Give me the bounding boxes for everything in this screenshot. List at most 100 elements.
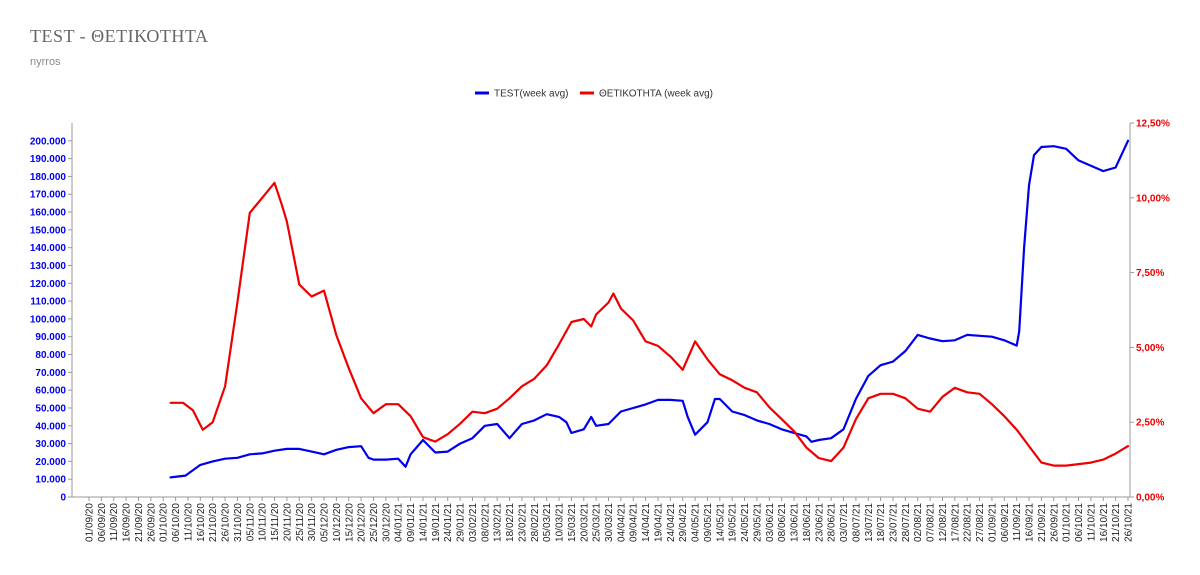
- left-tick-label: 120.000: [30, 279, 67, 290]
- x-tick-label: 10/12/20: [332, 503, 343, 542]
- x-tick-label: 05/11/20: [245, 503, 256, 542]
- x-tick-label: 18/07/21: [876, 503, 887, 542]
- left-tick-label: 90.000: [35, 332, 66, 343]
- x-tick-label: 06/10/21: [1074, 503, 1085, 542]
- x-tick-label: 20/12/20: [357, 503, 368, 542]
- x-tick-label: 12/08/21: [938, 503, 949, 542]
- left-tick-label: 150.000: [30, 225, 67, 236]
- right-tick-label: 12,50%: [1136, 119, 1170, 130]
- x-tick-label: 21/09/20: [134, 503, 145, 542]
- x-tick-label: 23/06/21: [814, 503, 825, 542]
- chart-legend: TEST(week avg) ΘΕΤΙΚΟΤΗΤΑ (week avg): [475, 89, 713, 100]
- x-tick-label: 08/07/21: [851, 503, 862, 542]
- x-tick-label: 14/01/21: [418, 503, 429, 542]
- x-tick-label: 01/09/20: [85, 503, 96, 542]
- chart-title: TEST - ΘΕΤΙΚΟΤΗΤΑ: [30, 26, 209, 46]
- x-tick-label: 05/12/20: [320, 503, 331, 542]
- x-tick-label: 26/10/20: [221, 503, 232, 542]
- x-tick-label: 19/05/21: [728, 503, 739, 542]
- left-tick-label: 110.000: [30, 297, 66, 308]
- x-tick-label: 08/02/21: [480, 503, 491, 542]
- x-tick-label: 23/07/21: [888, 503, 899, 542]
- left-tick-label: 10.000: [35, 475, 66, 486]
- x-tick-label: 20/03/21: [579, 503, 590, 542]
- x-tick-label: 18/06/21: [802, 503, 813, 542]
- x-tick-label: 30/11/20: [307, 503, 318, 542]
- x-tick-label: 11/09/20: [109, 503, 120, 542]
- x-tick-label: 01/09/21: [987, 503, 998, 542]
- right-tick-label: 0,00%: [1136, 493, 1164, 504]
- right-tick-label: 7,50%: [1136, 268, 1164, 279]
- x-tick-label: 20/11/20: [282, 503, 293, 542]
- left-tick-label: 20.000: [35, 457, 66, 468]
- x-tick-label: 24/05/21: [740, 503, 751, 542]
- x-tick-label: 31/10/20: [233, 503, 244, 542]
- x-tick-label: 17/08/21: [950, 503, 961, 542]
- x-tick-label: 04/01/21: [394, 503, 405, 542]
- x-tick-label: 09/01/21: [406, 503, 417, 542]
- left-tick-label: 40.000: [35, 421, 66, 432]
- x-tick-label: 19/01/21: [431, 503, 442, 542]
- x-tick-label: 02/08/21: [913, 503, 924, 542]
- x-tick-label: 21/10/21: [1111, 503, 1122, 542]
- x-tick-label: 09/05/21: [703, 503, 714, 542]
- left-tick-label: 130.000: [30, 261, 67, 272]
- x-tick-label: 28/02/21: [530, 503, 541, 542]
- x-tick-label: 14/04/21: [641, 503, 652, 542]
- left-tick-label: 140.000: [30, 243, 67, 254]
- x-tick-label: 01/10/20: [159, 503, 170, 542]
- left-tick-label: 70.000: [35, 368, 66, 379]
- left-tick-label: 80.000: [35, 350, 66, 361]
- left-tick-label: 30.000: [35, 439, 66, 450]
- left-tick-label: 180.000: [30, 172, 67, 183]
- x-tick-label: 15/12/20: [344, 503, 355, 542]
- x-tick-label: 18/02/21: [505, 503, 516, 542]
- x-tick-label: 25/03/21: [592, 503, 603, 542]
- legend-label-positivity: ΘΕΤΙΚΟΤΗΤΑ (week avg): [599, 89, 713, 100]
- x-tick-label: 29/04/21: [678, 503, 689, 542]
- x-tick-label: 10/11/20: [258, 503, 269, 542]
- x-tick-label: 11/10/20: [183, 503, 194, 542]
- x-tick-label: 09/04/21: [629, 503, 640, 542]
- x-tick-label: 16/09/20: [122, 503, 133, 542]
- x-tick-label: 28/07/21: [901, 503, 912, 542]
- x-tick-label: 29/01/21: [456, 503, 467, 542]
- left-tick-label: 50.000: [35, 403, 66, 414]
- x-tick-label: 03/02/21: [468, 503, 479, 542]
- left-tick-label: 60.000: [35, 386, 66, 397]
- x-tick-label: 11/10/21: [1086, 503, 1097, 542]
- right-tick-label: 5,00%: [1136, 343, 1164, 354]
- x-tick-label: 04/04/21: [616, 503, 627, 542]
- x-tick-label: 08/06/21: [777, 503, 788, 542]
- x-tick-label: 24/04/21: [666, 503, 677, 542]
- legend-label-test: TEST(week avg): [494, 89, 568, 100]
- x-tick-label: 15/03/21: [567, 503, 578, 542]
- x-tick-label: 03/06/21: [765, 503, 776, 542]
- x-tick-label: 19/04/21: [653, 503, 664, 542]
- x-tick-label: 16/10/21: [1099, 503, 1110, 542]
- x-tick-label: 16/09/21: [1025, 503, 1036, 542]
- x-tick-label: 25/12/20: [369, 503, 380, 542]
- x-tick-label: 07/08/21: [926, 503, 937, 542]
- x-tick-label: 04/05/21: [691, 503, 702, 542]
- x-tick-label: 28/06/21: [827, 503, 838, 542]
- x-tick-label: 30/12/20: [381, 503, 392, 542]
- left-tick-label: 0: [60, 493, 66, 504]
- chart-series: [169, 139, 1130, 479]
- x-tick-label: 14/05/21: [715, 503, 726, 542]
- x-tick-label: 03/07/21: [839, 503, 850, 542]
- x-tick-label: 11/09/21: [1012, 503, 1023, 542]
- x-tick-label: 13/06/21: [790, 503, 801, 542]
- x-tick-label: 13/02/21: [493, 503, 504, 542]
- left-tick-label: 100.000: [30, 314, 67, 325]
- x-tick-label: 21/09/21: [1037, 503, 1048, 542]
- x-tick-label: 26/09/21: [1049, 503, 1060, 542]
- x-tick-label: 15/11/20: [270, 503, 281, 542]
- x-tick-label: 22/08/21: [963, 503, 974, 542]
- x-tick-label: 05/03/21: [542, 503, 553, 542]
- x-tick-label: 06/09/21: [1000, 503, 1011, 542]
- x-tick-label: 26/09/20: [146, 503, 157, 542]
- x-tick-label: 01/10/21: [1062, 503, 1073, 542]
- x-tick-label: 16/10/20: [196, 503, 207, 542]
